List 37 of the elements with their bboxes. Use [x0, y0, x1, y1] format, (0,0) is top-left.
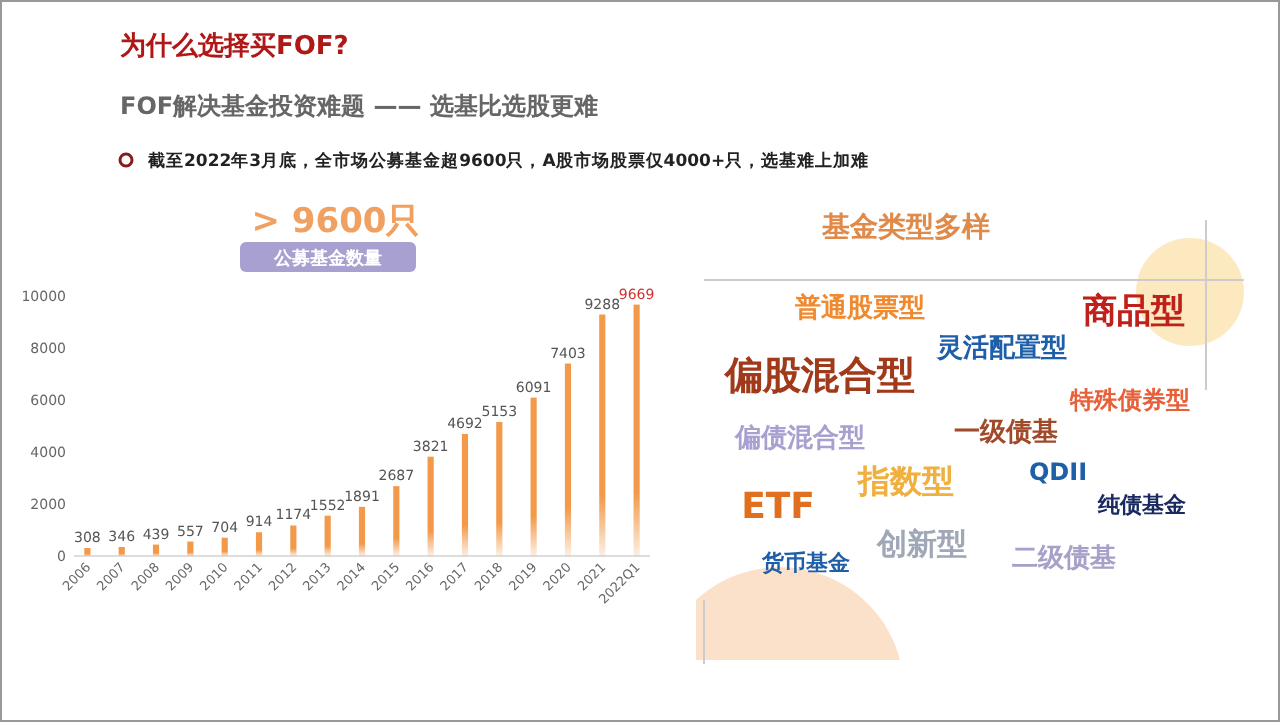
- bar: [221, 537, 228, 556]
- text: 普通股票型: [793, 292, 925, 324]
- bar: [84, 547, 91, 556]
- bar: [118, 547, 125, 556]
- text: 偏债混合型: [733, 422, 865, 454]
- text: QDII: [1028, 458, 1088, 486]
- bar: [290, 525, 297, 556]
- chart-subtitle: FOF解决基金投资难题 —— 选基比选股更难: [120, 92, 598, 120]
- text: 指数型: [856, 462, 954, 500]
- text: 特殊债券型: [1068, 386, 1190, 414]
- bar: [599, 314, 606, 556]
- bar: [255, 532, 263, 556]
- bar: [461, 434, 469, 556]
- text: 纯债基金: [1096, 492, 1188, 518]
- text: 公募基金数量: [272, 248, 382, 270]
- bar: [564, 363, 572, 556]
- bar: [530, 397, 537, 556]
- bar: [496, 422, 503, 556]
- text: 商品型: [1081, 292, 1185, 332]
- bar: [427, 456, 434, 556]
- bar: [187, 541, 194, 556]
- text: 二级债基: [1012, 544, 1116, 574]
- text: 基金类型多样: [820, 212, 990, 244]
- bar: [633, 304, 640, 556]
- text: 货币基金: [760, 550, 852, 576]
- bar: [152, 544, 160, 556]
- text: 偏股混合型: [723, 354, 915, 398]
- text: 一级债基: [954, 418, 1058, 448]
- text: 创新型: [875, 526, 967, 562]
- text: > 9600只: [251, 202, 421, 242]
- bar: [324, 515, 331, 556]
- text: 灵活配置型: [935, 334, 1067, 364]
- text: ETF: [741, 486, 815, 528]
- bar: [358, 506, 366, 556]
- text: 截至2022年3月底，全市场公募基金超9600只，A股市场股票仅4000+只，选基难上加难: [146, 150, 870, 172]
- bar: [393, 486, 400, 556]
- chart-title: 为什么选择买FOF?: [120, 32, 349, 62]
